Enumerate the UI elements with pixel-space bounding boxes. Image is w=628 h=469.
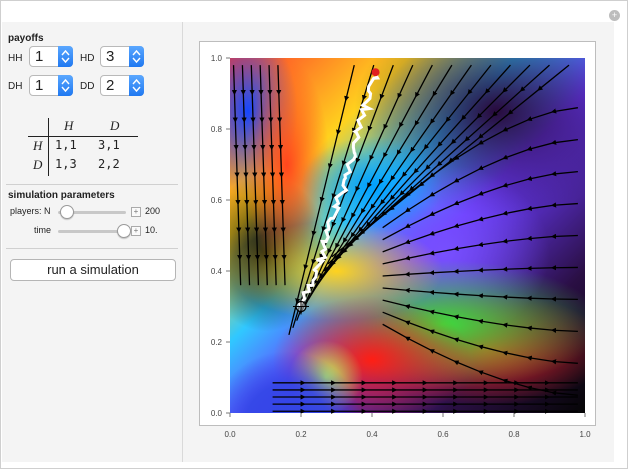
stepper-arrows-icon — [58, 46, 73, 67]
cell-hh: 1,1 — [55, 138, 77, 152]
run-simulation-button[interactable]: run a simulation — [10, 259, 176, 281]
streamline — [249, 65, 261, 286]
x-tick-label: 0.6 — [437, 430, 449, 439]
dd-value: 2 — [106, 77, 115, 94]
hd-value: 3 — [106, 48, 115, 65]
stepper-arrows-icon — [129, 75, 144, 96]
reset-icon[interactable]: + — [609, 10, 620, 21]
table-vertical-rule — [48, 118, 49, 176]
col-header-h: H — [64, 118, 74, 133]
time-label: time — [34, 225, 52, 235]
streamline — [276, 65, 287, 286]
col-header-d: D — [110, 118, 120, 133]
dd-popup[interactable]: 2 — [100, 75, 144, 96]
stepper-arrows-icon — [58, 75, 73, 96]
y-tick-label: 0.8 — [211, 125, 223, 134]
hh-label: HH — [8, 53, 23, 64]
crosshair-icon[interactable] — [293, 298, 309, 315]
y-tick-label: 0.0 — [211, 409, 223, 418]
dh-value: 1 — [35, 77, 44, 94]
simulation-trajectory — [293, 68, 381, 315]
payoffs-title: payoffs — [8, 33, 44, 44]
row-header-d: D — [33, 157, 43, 172]
cell-dd: 2,2 — [98, 157, 120, 171]
end-point-marker — [371, 68, 380, 77]
table-horizontal-rule — [28, 136, 138, 137]
streamline — [258, 65, 269, 286]
cell-dh: 1,3 — [55, 157, 77, 171]
streamline — [267, 65, 278, 286]
axis-ticks: 0.0 0.2 0.4 0.6 0.8 1.0 0.0 0.2 0.4 0.6 0.8 1.0 — [211, 54, 591, 439]
y-tick-label: 0.2 — [211, 338, 223, 347]
hd-label: HD — [80, 53, 95, 64]
streamline — [382, 299, 578, 334]
simulation-title: simulation parameters — [8, 190, 115, 201]
dh-label: DH — [8, 81, 23, 92]
time-slider-thumb[interactable] — [116, 224, 131, 238]
x-tick-label: 0.2 — [295, 430, 307, 439]
time-slider[interactable] — [58, 230, 126, 233]
streamlines — [231, 64, 579, 414]
players-value: 200 — [145, 206, 161, 216]
players-label: players: N — [10, 206, 51, 216]
hd-popup[interactable]: 3 — [100, 46, 144, 67]
y-tick-label: 0.4 — [211, 267, 223, 276]
hh-popup[interactable]: 1 — [29, 46, 73, 67]
divider — [6, 248, 178, 249]
streamline — [288, 64, 355, 336]
x-tick-label: 0.8 — [508, 430, 520, 439]
time-expand-icon[interactable]: + — [131, 226, 141, 236]
time-value: 10. — [145, 225, 158, 235]
stepper-arrows-icon — [129, 46, 144, 67]
streamline — [240, 65, 252, 286]
streamline — [382, 107, 579, 217]
x-tick-label: 1.0 — [579, 430, 591, 439]
streamline — [382, 323, 578, 396]
hh-value: 1 — [35, 48, 44, 65]
y-tick-label: 1.0 — [211, 54, 223, 63]
trajectory-path — [298, 73, 381, 307]
streamline — [382, 311, 578, 365]
streamline — [382, 265, 578, 277]
row-header-h: H — [33, 138, 43, 153]
payoff-matrix: H D H D 1,1 3,1 1,3 2,2 — [28, 118, 138, 176]
streamline — [382, 233, 578, 265]
streamline — [327, 64, 550, 265]
cell-hd: 3,1 — [98, 138, 120, 152]
x-tick-label: 0.4 — [366, 430, 378, 439]
players-expand-icon[interactable]: + — [131, 207, 141, 217]
y-tick-label: 0.6 — [211, 196, 223, 205]
divider — [6, 184, 178, 185]
dh-popup[interactable]: 1 — [29, 75, 73, 96]
players-slider[interactable] — [58, 211, 126, 214]
players-slider-thumb[interactable] — [60, 205, 75, 219]
streamline — [382, 287, 578, 302]
dd-label: DD — [80, 81, 95, 92]
streamline — [231, 65, 243, 286]
x-tick-label: 0.0 — [224, 430, 236, 439]
